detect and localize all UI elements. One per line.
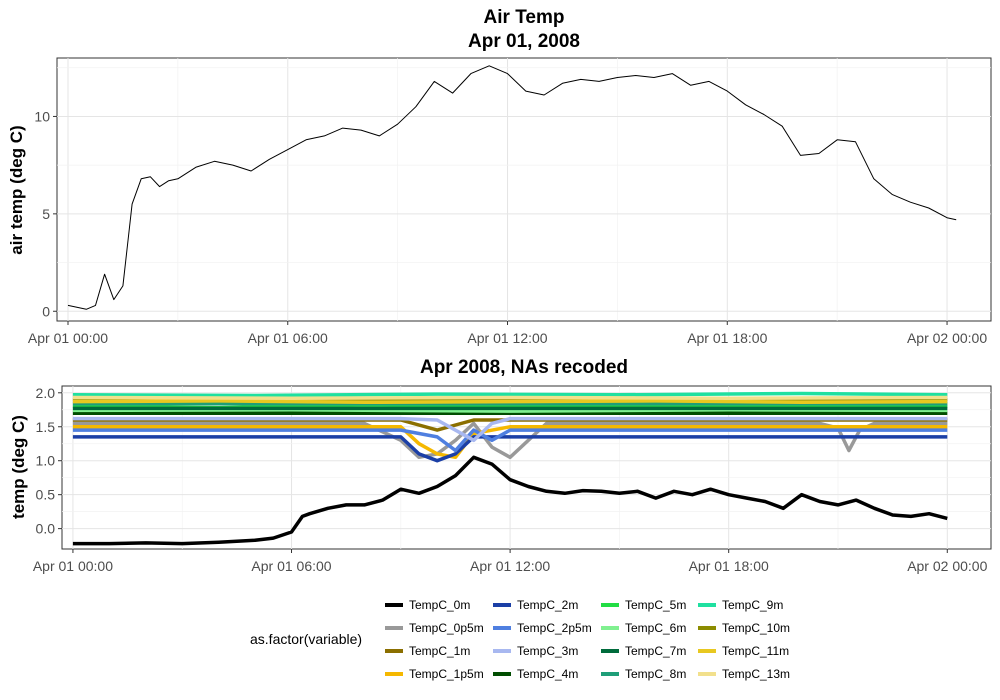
legend-label-tempc-0m: TempC_0m xyxy=(409,598,470,612)
legend-label-tempc-9m: TempC_9m xyxy=(722,598,783,612)
x-tick-label: Apr 02 00:00 xyxy=(907,330,987,346)
air-temp-series xyxy=(67,65,957,310)
air-temp-x-ticks: Apr 01 00:00 Apr 01 06:00 Apr 01 12:00 Apr … xyxy=(28,321,987,346)
legend-label-tempc-4m: TempC_4m xyxy=(517,667,578,681)
y-tick-label: 5 xyxy=(42,206,50,222)
x-tick-label: Apr 01 00:00 xyxy=(28,330,108,346)
legend-label-tempc-1p5m: TempC_1p5m xyxy=(409,667,484,681)
series-line-tempc-3m xyxy=(72,416,948,443)
x-tick-label: Apr 01 12:00 xyxy=(470,558,550,574)
water-temp-x-ticks: Apr 01 00:00 Apr 01 06:00 Apr 01 12:00 Apr … xyxy=(33,549,988,574)
series-line-tempc-2m xyxy=(72,435,948,463)
legend-items: TempC_0m TempC_0p5m TempC_1m TempC_1p5m Temp… xyxy=(385,598,790,681)
legend-label-tempc-2m: TempC_2m xyxy=(517,598,578,612)
legend-label-tempc-3m: TempC_3m xyxy=(517,644,578,658)
y-tick-label: 0.5 xyxy=(36,487,56,503)
legend-label-tempc-10m: TempC_10m xyxy=(722,621,790,635)
series-line-tempc-2p5m xyxy=(72,428,948,453)
y-tick-label: 10 xyxy=(34,108,50,124)
legend-label-tempc-0p5m: TempC_0p5m xyxy=(409,621,484,635)
y-tick-label: 0 xyxy=(42,303,50,319)
air-temp-plot-panel xyxy=(56,57,992,322)
air-temp-grid xyxy=(57,58,991,321)
water-temp-chart: Apr 2008, NAs recoded 0.0 0.5 1.0 1.5 2.0 Ap… xyxy=(9,357,992,574)
series-line xyxy=(67,65,957,310)
legend-label-tempc-6m: TempC_6m xyxy=(625,621,686,635)
series-line-tempc-9m xyxy=(72,391,948,398)
legend-label-tempc-1m: TempC_1m xyxy=(409,644,470,658)
y-tick-label: 1.0 xyxy=(36,453,56,469)
series-line-tempc-0p5m xyxy=(72,421,948,460)
x-tick-label: Apr 01 18:00 xyxy=(689,558,769,574)
x-tick-label: Apr 02 00:00 xyxy=(907,558,987,574)
water-temp-y-axis-label: temp (deg C) xyxy=(9,415,28,519)
air-temp-subtitle: Apr 01, 2008 xyxy=(468,31,580,52)
air-temp-title: Air Temp xyxy=(484,7,565,28)
legend-label-tempc-2p5m: TempC_2p5m xyxy=(517,621,592,635)
air-temp-y-ticks: 0 5 10 xyxy=(34,108,57,319)
water-temp-series xyxy=(72,391,948,546)
x-tick-label: Apr 01 06:00 xyxy=(248,330,328,346)
series-line-tempc-13m xyxy=(72,395,948,400)
x-tick-label: Apr 01 00:00 xyxy=(33,558,113,574)
x-tick-label: Apr 01 18:00 xyxy=(687,330,767,346)
legend-title: as.factor(variable) xyxy=(250,631,362,647)
y-tick-label: 1.5 xyxy=(36,419,56,435)
water-temp-y-ticks: 0.0 0.5 1.0 1.5 2.0 xyxy=(36,385,62,537)
series-line-tempc-11m xyxy=(72,399,948,405)
legend-label-tempc-8m: TempC_8m xyxy=(625,667,686,681)
air-temp-y-axis-label: air temp (deg C) xyxy=(7,125,26,254)
x-tick-label: Apr 01 06:00 xyxy=(251,558,331,574)
series-line-tempc-0m xyxy=(72,455,948,546)
legend: as.factor(variable) TempC_0mTempC_0p5mTe… xyxy=(250,598,790,681)
y-tick-label: 0.0 xyxy=(36,521,56,537)
legend-label-tempc-11m: TempC_11m xyxy=(722,644,789,658)
legend-label-tempc-5m: TempC_5m xyxy=(625,598,686,612)
water-temp-title: Apr 2008, NAs recoded xyxy=(420,357,628,378)
x-tick-label: Apr 01 12:00 xyxy=(467,330,547,346)
legend-label-tempc-13m: TempC_13m xyxy=(722,667,790,681)
legend-label-tempc-7m: TempC_7m xyxy=(625,644,686,658)
y-tick-label: 2.0 xyxy=(36,385,56,401)
